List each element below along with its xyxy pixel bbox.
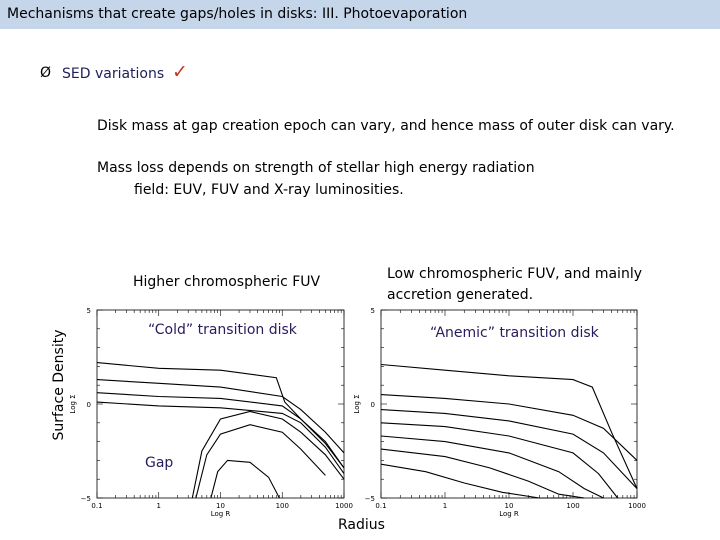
series-line-1 — [96, 362, 345, 469]
series-line-7 — [380, 463, 567, 499]
bullet-sed-variations: SED variations — [62, 66, 165, 82]
series-line-7 — [210, 459, 280, 499]
series-line-5 — [380, 435, 604, 499]
y-axis-label: Log Σ — [69, 394, 77, 413]
paragraph-mass-loss-line2: field: EUV, FUV and X-ray luminosities. — [134, 182, 404, 198]
y-tick-label: 5 — [371, 307, 375, 315]
series-line-6 — [380, 448, 585, 499]
series-line-5 — [191, 410, 345, 499]
x-tick-label: 1 — [443, 502, 447, 510]
label-surface-density: Surface Density — [51, 329, 67, 441]
heading-low-fuv-line1: Low chromospheric FUV, and mainly — [387, 266, 642, 282]
x-tick-label: 10 — [216, 502, 225, 510]
title-bar: Mechanisms that create gaps/holes in dis… — [0, 0, 720, 29]
label-gap: Gap — [145, 455, 174, 471]
x-axis-label: Log R — [211, 510, 231, 518]
paragraph-disk-mass: Disk mass at gap creation epoch can vary… — [97, 118, 675, 134]
check-icon: ✓ — [172, 61, 188, 83]
x-tick-label: 1 — [157, 502, 161, 510]
x-tick-label: 10 — [505, 502, 514, 510]
series-line-1 — [380, 363, 638, 489]
y-tick-label: −5 — [81, 495, 91, 503]
x-tick-label: 1000 — [335, 502, 353, 510]
y-tick-label: −5 — [365, 495, 375, 503]
series-line-3 — [380, 409, 638, 489]
x-tick-label: 100 — [276, 502, 289, 510]
plot-panel-right: 0.1 1 10 100 1000 5 0 −5 Log R Log Σ — [353, 307, 646, 518]
slide-title: Mechanisms that create gaps/holes in dis… — [7, 6, 468, 22]
paragraph-mass-loss-line1: Mass loss depends on strength of stellar… — [97, 160, 535, 176]
series-line-4 — [96, 401, 345, 474]
series-line-4 — [380, 422, 619, 499]
x-tick-label: 100 — [566, 502, 579, 510]
y-tick-label: 5 — [87, 307, 91, 315]
series-line-2 — [96, 379, 345, 454]
label-cold-transition-disk: “Cold” transition disk — [148, 322, 297, 338]
label-anemic-transition-disk: “Anemic” transition disk — [430, 325, 599, 341]
bullet-marker: Ø — [40, 65, 52, 81]
x-tick-label: 0.1 — [91, 502, 102, 510]
y-tick-label: 0 — [371, 401, 375, 409]
label-radius: Radius — [338, 517, 385, 533]
x-tick-label: 0.1 — [375, 502, 386, 510]
plot-panel-left: 0.1 1 10 100 1000 5 0 −5 Log R Log Σ — [69, 307, 353, 518]
series-line-6 — [195, 424, 326, 499]
y-axis-label: Log Σ — [353, 394, 361, 413]
y-tick-label: 0 — [87, 401, 91, 409]
series-line-3 — [96, 392, 345, 469]
heading-low-fuv-line2: accretion generated. — [387, 287, 534, 303]
heading-higher-fuv: Higher chromospheric FUV — [133, 274, 321, 290]
x-tick-label: 1000 — [628, 502, 646, 510]
series-line-2 — [380, 394, 638, 461]
x-axis-label: Log R — [499, 510, 519, 518]
